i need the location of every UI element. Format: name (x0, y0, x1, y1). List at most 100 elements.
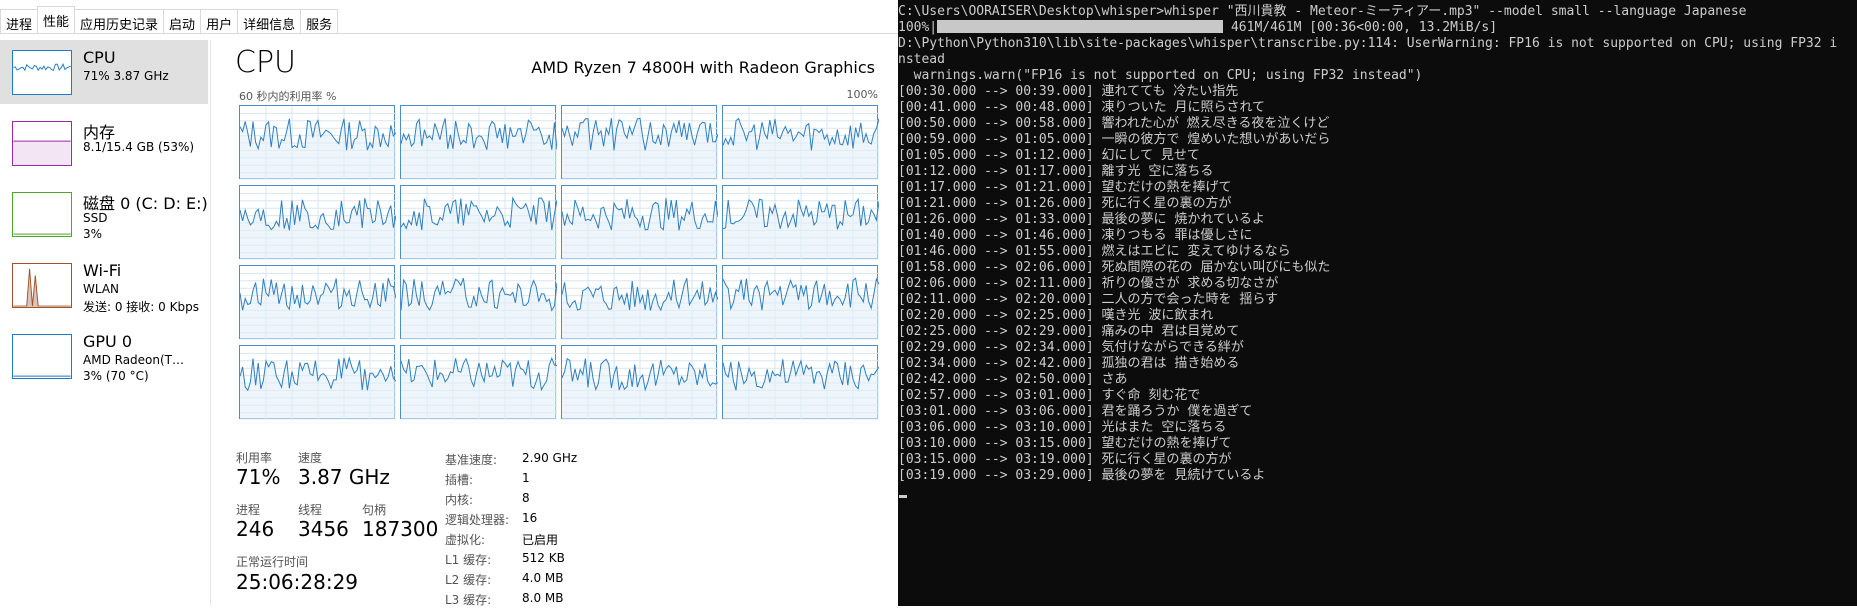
cpu-core-graph (239, 105, 396, 180)
cpu-core-graph (722, 345, 879, 420)
speed-label: 速度 (298, 451, 323, 465)
spec-label: L2 缓存: (445, 573, 492, 587)
command-prompt-window[interactable]: C:\Users\OORAISER\Desktop\whisper>whispe… (898, 0, 1857, 606)
terminal-line: [02:29.000 --> 02:34.000] 気付けながらできる絆が (898, 340, 1244, 355)
terminal-line: C:\Users\OORAISER\Desktop\whisper>whispe… (898, 4, 1747, 19)
tab-5[interactable]: 详细信息 (237, 9, 302, 33)
terminal-line: [01:17.000 --> 01:21.000] 望むだけの熱を捧げて (898, 180, 1232, 195)
tab-6[interactable]: 服务 (300, 9, 339, 33)
terminal-line: nstead (898, 52, 945, 67)
sidebar-item-disk[interactable]: 磁盘 0 (C: D: E:) SSD 3% (0, 182, 208, 246)
task-manager-window: 进程 性能 应用历史记录 启动 用户 详细信息 服务 CPU 71% 3.87 GHz 内存 8.… (0, 0, 898, 607)
threads-value: 3456 (298, 517, 349, 541)
spec-label: 逻辑处理器: (445, 513, 510, 527)
handles-label: 句柄 (362, 503, 387, 517)
tab-bar: 进程 性能 应用历史记录 启动 用户 详细信息 服务 (0, 6, 339, 33)
tab-0[interactable]: 进程 (0, 9, 39, 33)
utilization-value: 71% (236, 465, 281, 489)
sidebar-item-detail: 8.1/15.4 GB (53%) (83, 140, 195, 154)
cpu-core-graph (561, 345, 718, 420)
threads-label: 线程 (298, 503, 323, 517)
text-cursor (899, 495, 907, 498)
cpu-core-graph (239, 265, 396, 340)
sidebar-item-cpu[interactable]: CPU 71% 3.87 GHz (0, 40, 208, 104)
terminal-line: [02:42.000 --> 02:50.000] さあ (898, 372, 1128, 387)
spec-value: 8.0 MB (522, 591, 564, 605)
logical-processor-graphs (239, 105, 879, 420)
terminal-line: [01:26.000 --> 01:33.000] 最後の夢に 焼かれているよ (898, 212, 1265, 227)
terminal-line: [03:15.000 --> 03:19.000] 死に行く星の裏の方が (898, 452, 1232, 467)
spec-label: 虚拟化: (445, 533, 486, 547)
spec-value: 4.0 MB (522, 571, 564, 585)
memory-thumbnail-graph (12, 121, 72, 166)
sidebar-item-title: CPU (83, 48, 116, 67)
sidebar-item-title: Wi-Fi (83, 261, 122, 280)
progress-stats: 461M/461M [00:36<00:00, 13.2MiB/s] (1223, 20, 1498, 35)
wifi-thumbnail-graph (12, 263, 72, 308)
page-title: CPU (235, 45, 296, 80)
graph-time-label: 60 秒内的利用率 % (239, 90, 337, 103)
terminal-line: D:\Python\Python310\lib\site-packages\wh… (898, 36, 1838, 51)
tab-3[interactable]: 启动 (163, 9, 202, 33)
cpu-core-graph (400, 105, 557, 180)
terminal-line: [03:10.000 --> 03:15.000] 望むだけの熱を捧げて (898, 436, 1232, 451)
graph-max-label: 100% (846, 88, 878, 101)
sidebar-item-detail: AMD Radeon(T… (83, 353, 185, 367)
cpu-thumbnail-graph (12, 50, 72, 95)
utilization-label: 利用率 (236, 451, 273, 465)
terminal-line: [03:06.000 --> 03:10.000] 光はまた 空に落ちる (898, 420, 1227, 435)
uptime-label: 正常运行时间 (236, 555, 309, 569)
cpu-core-graph (561, 265, 718, 340)
terminal-line: [03:01.000 --> 03:06.000] 君を踊ろうか 僕を過ぎて (898, 404, 1253, 419)
terminal-line: [02:57.000 --> 03:01.000] すぐ命 刻む花で (898, 388, 1201, 403)
sidebar-item-detail: 71% 3.87 GHz (83, 69, 169, 83)
cpu-core-graph (561, 185, 718, 260)
tab-2[interactable]: 应用历史记录 (74, 9, 165, 33)
sidebar-item-wifi[interactable]: Wi-Fi WLAN 发送: 0 接收: 0 Kbps (0, 253, 208, 317)
spec-value: 已启用 (522, 533, 559, 547)
sidebar-item-detail: SSD (83, 211, 108, 225)
terminal-line: [01:12.000 --> 01:17.000] 離す光 空に落ちる (898, 164, 1214, 179)
spec-label: L3 缓存: (445, 593, 492, 607)
cpu-core-graph (400, 265, 557, 340)
tab-1[interactable]: 性能 (37, 6, 76, 33)
progress-percent: 100%| (898, 20, 938, 35)
progress-bar (937, 20, 1224, 33)
terminal-line: [00:41.000 --> 00:48.000] 凍りついた 月に照らされて (898, 100, 1266, 115)
sidebar-item-gpu[interactable]: GPU 0 AMD Radeon(T… 3% (70 °C) (0, 324, 208, 388)
terminal-line: [02:11.000 --> 02:20.000] 二人の方で会った時を 揺らす (898, 292, 1279, 307)
processes-label: 进程 (236, 503, 261, 517)
terminal-line: [02:25.000 --> 02:29.000] 痛みの中 君は目覚めて (898, 324, 1240, 339)
spec-value: 1 (522, 471, 530, 485)
download-progress-line: 100%| 461M/461M [00:36<00:00, 13.2MiB/s] (898, 20, 1497, 36)
terminal-line: [02:06.000 --> 02:11.000] 祈りの優さが 求める切なさが (898, 276, 1279, 291)
cpu-core-graph (722, 265, 879, 340)
terminal-line: [01:40.000 --> 01:46.000] 凍りつもる 罪は優しさに (898, 228, 1253, 243)
sidebar-item-title: 内存 (83, 123, 116, 142)
sidebar-item-detail-2: 发送: 0 接收: 0 Kbps (83, 300, 199, 314)
terminal-line: [01:05.000 --> 01:12.000] 幻にして 見せて (898, 148, 1200, 163)
terminal-line: [01:58.000 --> 02:06.000] 死ぬ間際の花の 届かない叫び… (898, 260, 1331, 275)
spec-value: 2.90 GHz (522, 451, 578, 465)
spec-value: 512 KB (522, 551, 565, 565)
terminal-line: [00:30.000 --> 00:39.000] 連れてても 冷たい指先 (898, 84, 1239, 99)
terminal-line: [02:34.000 --> 02:42.000] 孤独の君は 描き始める (898, 356, 1240, 371)
cpu-core-graph (400, 185, 557, 260)
sidebar-item-memory[interactable]: 内存 8.1/15.4 GB (53%) (0, 111, 208, 175)
sidebar-item-title: GPU 0 (83, 332, 133, 351)
spec-label: 基准速度: (445, 453, 498, 467)
gpu-thumbnail-graph (12, 334, 72, 379)
spec-label: 内核: (445, 493, 474, 507)
terminal-line: [01:46.000 --> 01:55.000] 燃えはエビに 変えてゆけるな… (898, 244, 1291, 259)
sidebar-item-detail: WLAN (83, 282, 120, 296)
terminal-line: warnings.warn("FP16 is not supported on … (898, 68, 1423, 83)
terminal-line: [03:19.000 --> 03:29.000] 最後の夢を 見続けているよ (898, 468, 1266, 483)
cpu-core-graph (722, 105, 879, 180)
spec-label: L1 缓存: (445, 553, 492, 567)
cpu-model-name: AMD Ryzen 7 4800H with Radeon Graphics (531, 58, 875, 77)
spec-label: 插槽: (445, 473, 474, 487)
tab-4[interactable]: 用户 (200, 9, 239, 33)
processes-value: 246 (236, 517, 275, 541)
disk-thumbnail-graph (12, 192, 72, 237)
sidebar-item-detail-2: 3% (70 °C) (83, 369, 149, 383)
